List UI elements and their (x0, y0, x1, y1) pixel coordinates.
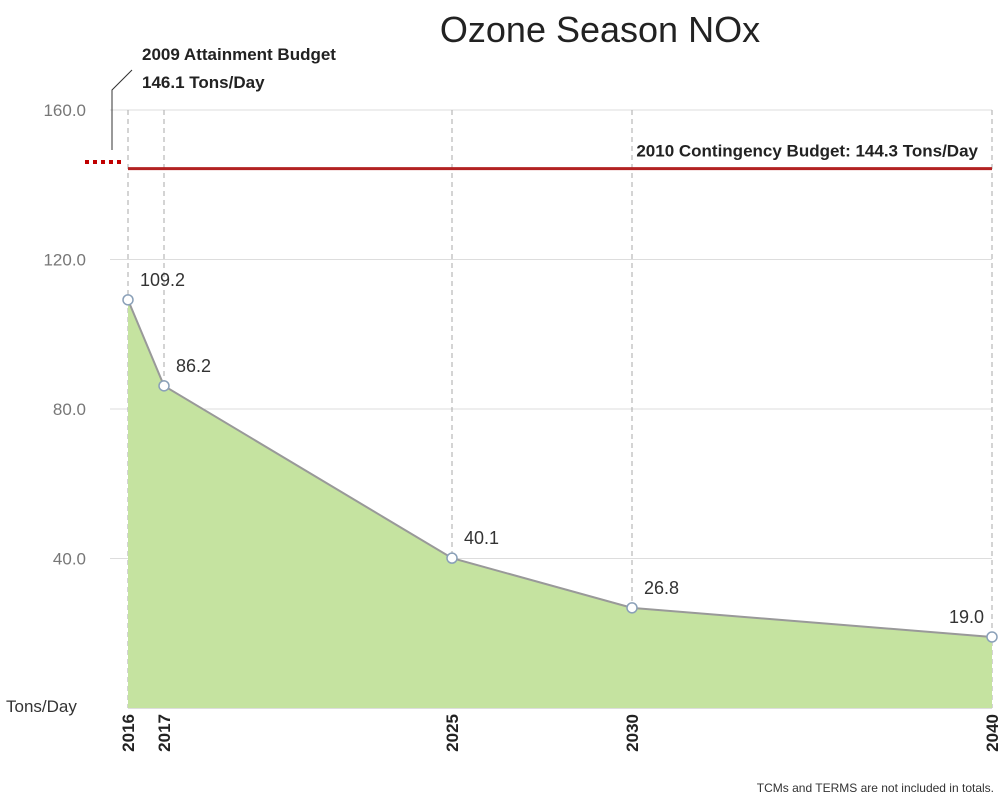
point (986, 631, 998, 643)
y-tick-label: 80.0 (53, 400, 86, 419)
callout-line (111, 69, 133, 150)
data-label: 40.1 (464, 528, 499, 548)
data-label: 86.2 (176, 356, 211, 376)
area (128, 299, 992, 708)
x-tick-label: 2040 (983, 714, 1002, 752)
data-label: 109.2 (140, 270, 185, 290)
y-tick-label: 40.0 (53, 550, 86, 569)
y-tick-label: 160.0 (43, 101, 86, 120)
x-tick-label: 2017 (155, 714, 174, 752)
reference-label: 2009 Attainment Budget (142, 45, 336, 64)
chart-title: Ozone Season NOx (440, 9, 760, 50)
data-label: 19.0 (949, 607, 984, 627)
y-axis-label: Tons/Day (6, 697, 77, 716)
reference-label: 2010 Contingency Budget: 144.3 Tons/Day (636, 142, 978, 161)
point (446, 552, 458, 564)
x-tick-label: 2030 (623, 714, 642, 752)
point (626, 602, 638, 614)
x-tick-label: 2025 (443, 714, 462, 752)
point (122, 294, 134, 306)
reference-label: 146.1 Tons/Day (142, 73, 265, 92)
data-label: 26.8 (644, 578, 679, 598)
y-tick-label: 120.0 (43, 251, 86, 270)
footnote: TCMs and TERMS are not included in total… (757, 781, 994, 795)
point (158, 380, 170, 392)
x-tick-label: 2016 (119, 714, 138, 752)
